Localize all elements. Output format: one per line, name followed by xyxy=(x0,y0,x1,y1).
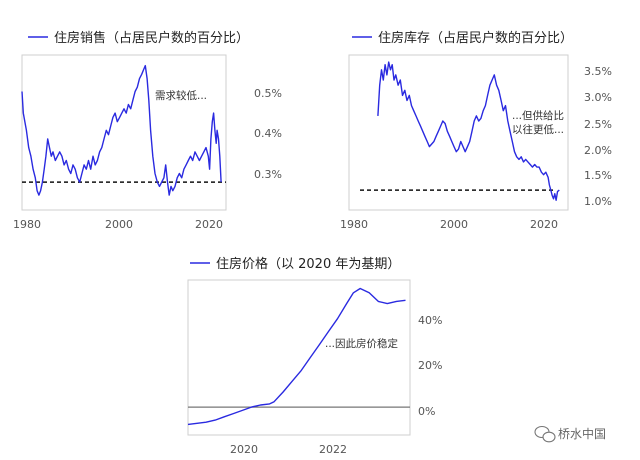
inventory-xtick-2: 2020 xyxy=(530,218,558,231)
inventory-annotation-line-2: 以往更低... xyxy=(512,123,564,136)
inventory-ytick-1: 3.0% xyxy=(584,91,612,104)
sales-ytick-0: 0.5% xyxy=(254,87,282,100)
price-ytick-2: 0% xyxy=(418,405,435,418)
sales-annotation: 需求较低... xyxy=(155,89,207,102)
sales-title: 住房销售（占居民户数的百分比） xyxy=(54,30,249,46)
sales-ytick-2: 0.3% xyxy=(254,168,282,181)
price-panel: 住房价格（以 2020 年为基期） ...因此房价稳定 40% 20% 0% 2… xyxy=(187,256,442,456)
inventory-plot-frame xyxy=(348,54,569,211)
price-annotation: ...因此房价稳定 xyxy=(325,337,399,350)
inventory-xtick-0: 1980 xyxy=(340,218,368,231)
sales-plot-frame xyxy=(21,54,227,211)
watermark-text: 桥水中国 xyxy=(558,426,606,441)
inventory-ytick-3: 2.0% xyxy=(584,144,612,157)
inventory-ytick-0: 3.5% xyxy=(584,65,612,78)
price-plot-frame xyxy=(187,279,411,436)
inventory-title: 住房库存（占居民户数的百分比） xyxy=(378,30,573,46)
sales-xtick-1: 2000 xyxy=(105,218,133,231)
inventory-panel: 住房库存（占居民户数的百分比） ...但供给比 以往更低... 3.5% 3.0… xyxy=(340,30,612,231)
price-xtick-0: 2020 xyxy=(230,443,258,456)
sales-panel: 住房销售（占居民户数的百分比） 需求较低... 0.5% 0.4% 0.3% 1… xyxy=(13,30,282,231)
inventory-xtick-1: 2000 xyxy=(440,218,468,231)
price-xtick-1: 2022 xyxy=(319,443,347,456)
inventory-ytick-2: 2.5% xyxy=(584,118,612,131)
price-title: 住房价格（以 2020 年为基期） xyxy=(216,256,400,272)
inventory-ytick-4: 1.5% xyxy=(584,169,612,182)
sales-xtick-2: 2020 xyxy=(195,218,223,231)
wechat-icon xyxy=(534,425,556,443)
sales-series-line-0 xyxy=(21,64,222,196)
inventory-annotation-line-1: ...但供给比 xyxy=(512,109,564,122)
price-series-line-0 xyxy=(187,287,406,426)
sales-ytick-1: 0.4% xyxy=(254,127,282,140)
inventory-series-layer xyxy=(377,61,560,202)
inventory-ytick-5: 1.0% xyxy=(584,195,612,208)
sales-xtick-0: 1980 xyxy=(13,218,41,231)
price-series-layer xyxy=(187,287,406,426)
inventory-series-line-0 xyxy=(377,61,560,202)
price-ytick-1: 20% xyxy=(418,359,442,372)
watermark: 桥水中国 xyxy=(534,425,606,443)
price-ytick-0: 40% xyxy=(418,314,442,327)
sales-series-layer xyxy=(21,64,222,196)
